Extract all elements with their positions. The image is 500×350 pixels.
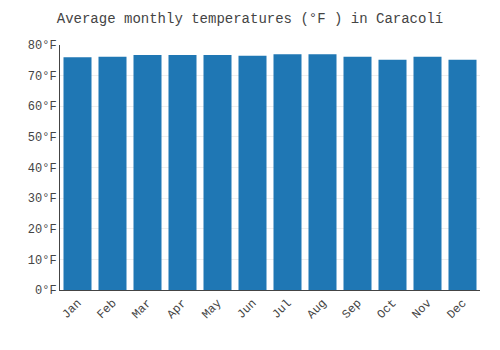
svg-text:Average monthly temperatures (: Average monthly temperatures (°F ) in Ca…	[57, 11, 443, 27]
svg-text:60°F: 60°F	[28, 100, 57, 114]
svg-text:Nov: Nov	[409, 297, 434, 322]
svg-text:May: May	[199, 297, 224, 322]
svg-text:Mar: Mar	[129, 297, 154, 322]
svg-text:Feb: Feb	[94, 297, 119, 322]
svg-text:Apr: Apr	[164, 297, 189, 322]
svg-text:Jan: Jan	[59, 297, 84, 322]
svg-text:Jul: Jul	[269, 297, 294, 322]
svg-text:20°F: 20°F	[28, 223, 57, 237]
svg-text:10°F: 10°F	[28, 254, 57, 268]
svg-text:40°F: 40°F	[28, 162, 57, 176]
svg-text:Jun: Jun	[234, 297, 259, 322]
svg-text:0°F: 0°F	[35, 284, 57, 298]
svg-text:70°F: 70°F	[28, 70, 57, 84]
svg-text:Aug: Aug	[304, 297, 329, 322]
svg-text:Oct: Oct	[374, 297, 399, 322]
svg-text:Sep: Sep	[339, 297, 364, 322]
svg-text:80°F: 80°F	[28, 39, 57, 53]
svg-text:30°F: 30°F	[28, 192, 57, 206]
svg-text:50°F: 50°F	[28, 131, 57, 145]
svg-text:Dec: Dec	[444, 297, 469, 322]
